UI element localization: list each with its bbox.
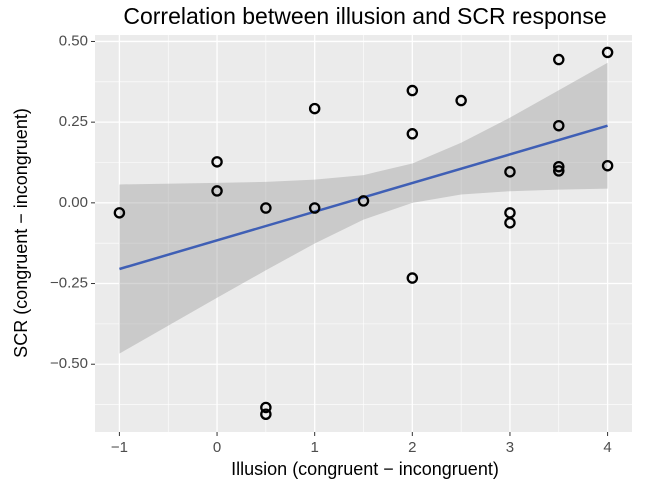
point	[260, 401, 272, 414]
x-tick-label: 2	[408, 439, 416, 456]
point	[553, 119, 565, 132]
confidence-band	[119, 62, 608, 354]
point	[553, 53, 565, 66]
x-tick-label: 0	[213, 439, 221, 456]
point	[260, 202, 272, 214]
point	[601, 159, 614, 172]
x-tick-label: 1	[311, 439, 319, 456]
y-tick-label: −0.25	[50, 274, 88, 291]
point	[308, 102, 321, 115]
point	[211, 156, 223, 168]
point	[504, 166, 516, 178]
point	[406, 128, 419, 140]
point	[504, 217, 516, 229]
y-axis-title: SCR (congruent − incongruent)	[11, 108, 31, 358]
point	[553, 160, 565, 173]
y-tick-label: 0.00	[59, 194, 88, 211]
point	[260, 408, 272, 420]
x-axis-title: Illusion (congruent − incongruent)	[231, 459, 499, 479]
point	[553, 165, 565, 177]
y-tick-label: 0.25	[59, 113, 88, 130]
point	[601, 46, 614, 59]
y-tick-label: 0.50	[59, 32, 88, 49]
chart-title: Correlation between illusion and SCR res…	[123, 3, 606, 29]
point	[455, 94, 467, 107]
point	[113, 207, 126, 219]
point	[406, 84, 419, 97]
point	[211, 185, 223, 197]
y-tick-label: −0.50	[50, 355, 88, 372]
point	[406, 272, 419, 284]
x-tick-label: −1	[111, 439, 128, 456]
point	[357, 195, 370, 207]
point	[308, 202, 321, 214]
x-tick-label: 4	[603, 439, 611, 456]
x-tick-label: 3	[506, 439, 514, 456]
